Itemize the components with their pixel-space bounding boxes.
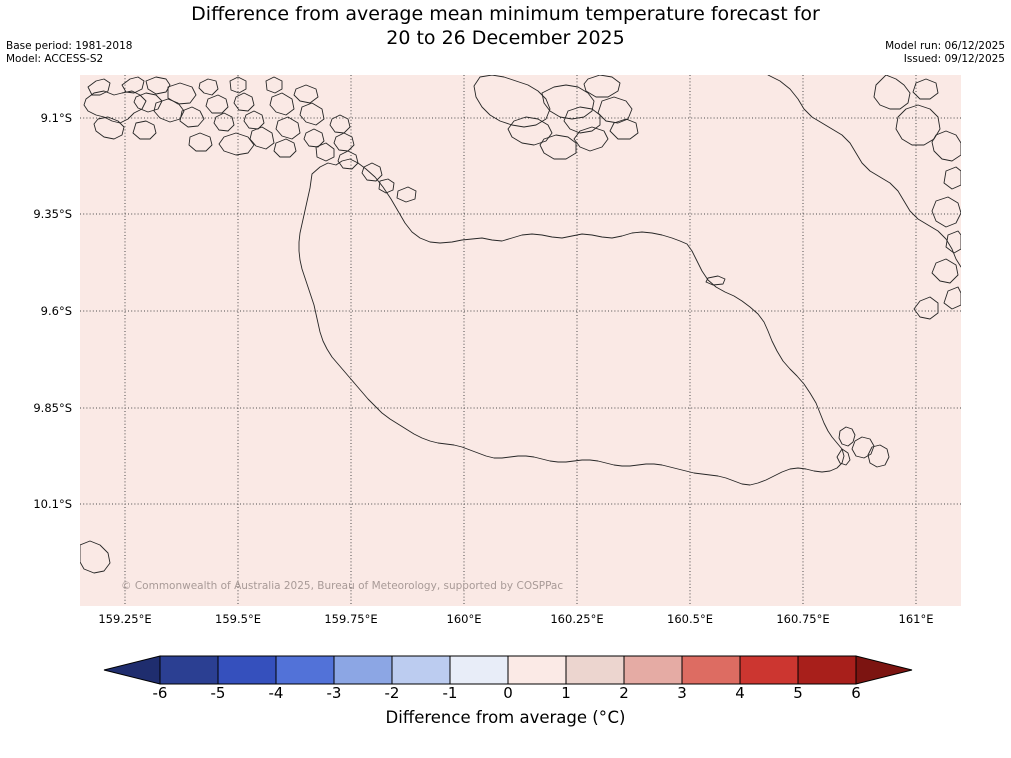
issued-text: Issued: 09/12/2025 bbox=[903, 53, 1005, 65]
colorbar-swatches bbox=[103, 655, 913, 685]
title-line-1: Difference from average mean minimum tem… bbox=[191, 3, 820, 25]
colorbar-tick-label: -1 bbox=[442, 684, 458, 702]
coastline-malaita-southwest bbox=[767, 75, 961, 320]
coastline-marau-sound bbox=[836, 426, 890, 468]
page-title: Difference from average mean minimum tem… bbox=[0, 2, 1011, 50]
colorbar-tick-label: -2 bbox=[384, 684, 400, 702]
map-vector-layer bbox=[80, 75, 961, 606]
colorbar-tick-label: -4 bbox=[268, 684, 284, 702]
colorbar-band bbox=[507, 655, 567, 685]
xtick-label: 160.75°E bbox=[776, 612, 830, 626]
ytick-label: 9.1°S bbox=[40, 111, 72, 125]
colorbar-band bbox=[333, 655, 393, 685]
colorbar-band bbox=[159, 655, 219, 685]
colorbar-band bbox=[623, 655, 683, 685]
longitude-axis: 159.25°E 159.5°E 159.75°E 160°E 160.25°E… bbox=[0, 612, 1011, 632]
ytick-label: 9.85°S bbox=[33, 401, 72, 415]
colorbar-tick-label: 5 bbox=[793, 684, 803, 702]
map-gridlines bbox=[80, 75, 961, 606]
colorbar-tick-label: 0 bbox=[503, 684, 513, 702]
ytick-label: 9.6°S bbox=[40, 304, 72, 318]
colorbar-band bbox=[739, 655, 799, 685]
map-attribution: © Commonwealth of Australia 2025, Bureau… bbox=[121, 580, 564, 592]
colorbar-tick-label: -5 bbox=[210, 684, 226, 702]
colorbar-over-arrow bbox=[855, 655, 913, 685]
xtick-label: 160.5°E bbox=[667, 612, 713, 626]
colorbar-tick-label: 3 bbox=[677, 684, 687, 702]
colorbar-tick-label: -3 bbox=[326, 684, 342, 702]
map-plot-area: © Commonwealth of Australia 2025, Bureau… bbox=[80, 75, 961, 606]
colorbar-band bbox=[681, 655, 741, 685]
coastline-florida-islands bbox=[473, 75, 639, 160]
ytick-label: 9.35°S bbox=[33, 207, 72, 221]
colorbar-tick-label: 4 bbox=[735, 684, 745, 702]
colorbar-tick-label: 6 bbox=[851, 684, 861, 702]
coastline-guadalcanal bbox=[298, 158, 845, 486]
colorbar-band bbox=[217, 655, 277, 685]
colorbar-axis-label: Difference from average (°C) bbox=[0, 708, 1011, 727]
title-line-2: 20 to 26 December 2025 bbox=[386, 27, 625, 49]
xtick-label: 160.25°E bbox=[550, 612, 604, 626]
xtick-label: 160°E bbox=[446, 612, 482, 626]
metadata-right: Model run: 06/12/2025 Issued: 09/12/2025 bbox=[885, 40, 1005, 66]
colorbar-under-arrow bbox=[103, 655, 161, 685]
xtick-label: 161°E bbox=[898, 612, 934, 626]
xtick-label: 159.25°E bbox=[98, 612, 152, 626]
colorbar-band bbox=[797, 655, 857, 685]
base-period-text: Base period: 1981-2018 bbox=[6, 40, 133, 52]
colorbar-units-text: C) bbox=[607, 708, 626, 727]
colorbar-tick-label: 1 bbox=[561, 684, 571, 702]
coastline-northern-islands bbox=[83, 76, 395, 194]
coastline-small-islets bbox=[396, 186, 726, 286]
xtick-label: 159.5°E bbox=[215, 612, 261, 626]
colorbar-band bbox=[275, 655, 335, 685]
ytick-label: 10.1°S bbox=[33, 497, 72, 511]
colorbar-tick-label: -6 bbox=[152, 684, 168, 702]
colorbar-band bbox=[391, 655, 451, 685]
metadata-left: Base period: 1981-2018 Model: ACCESS-S2 bbox=[6, 40, 132, 66]
xtick-label: 159.75°E bbox=[324, 612, 378, 626]
colorbar-band bbox=[449, 655, 509, 685]
latitude-axis: 9.1°S 9.35°S 9.6°S 9.85°S 10.1°S bbox=[0, 75, 1011, 606]
degree-symbol: ° bbox=[598, 708, 608, 727]
map-temperature-field bbox=[80, 75, 961, 606]
colorbar-tick-label: 2 bbox=[619, 684, 629, 702]
colorbar: -6 -5 -4 -3 -2 -1 0 1 2 3 4 5 6 Differen… bbox=[0, 650, 1011, 758]
colorbar-label-text: Difference from average ( bbox=[385, 708, 599, 727]
model-text: Model: ACCESS-S2 bbox=[6, 53, 104, 65]
model-run-text: Model run: 06/12/2025 bbox=[885, 40, 1005, 52]
coastline-southeast-islet bbox=[80, 540, 111, 574]
colorbar-band bbox=[565, 655, 625, 685]
